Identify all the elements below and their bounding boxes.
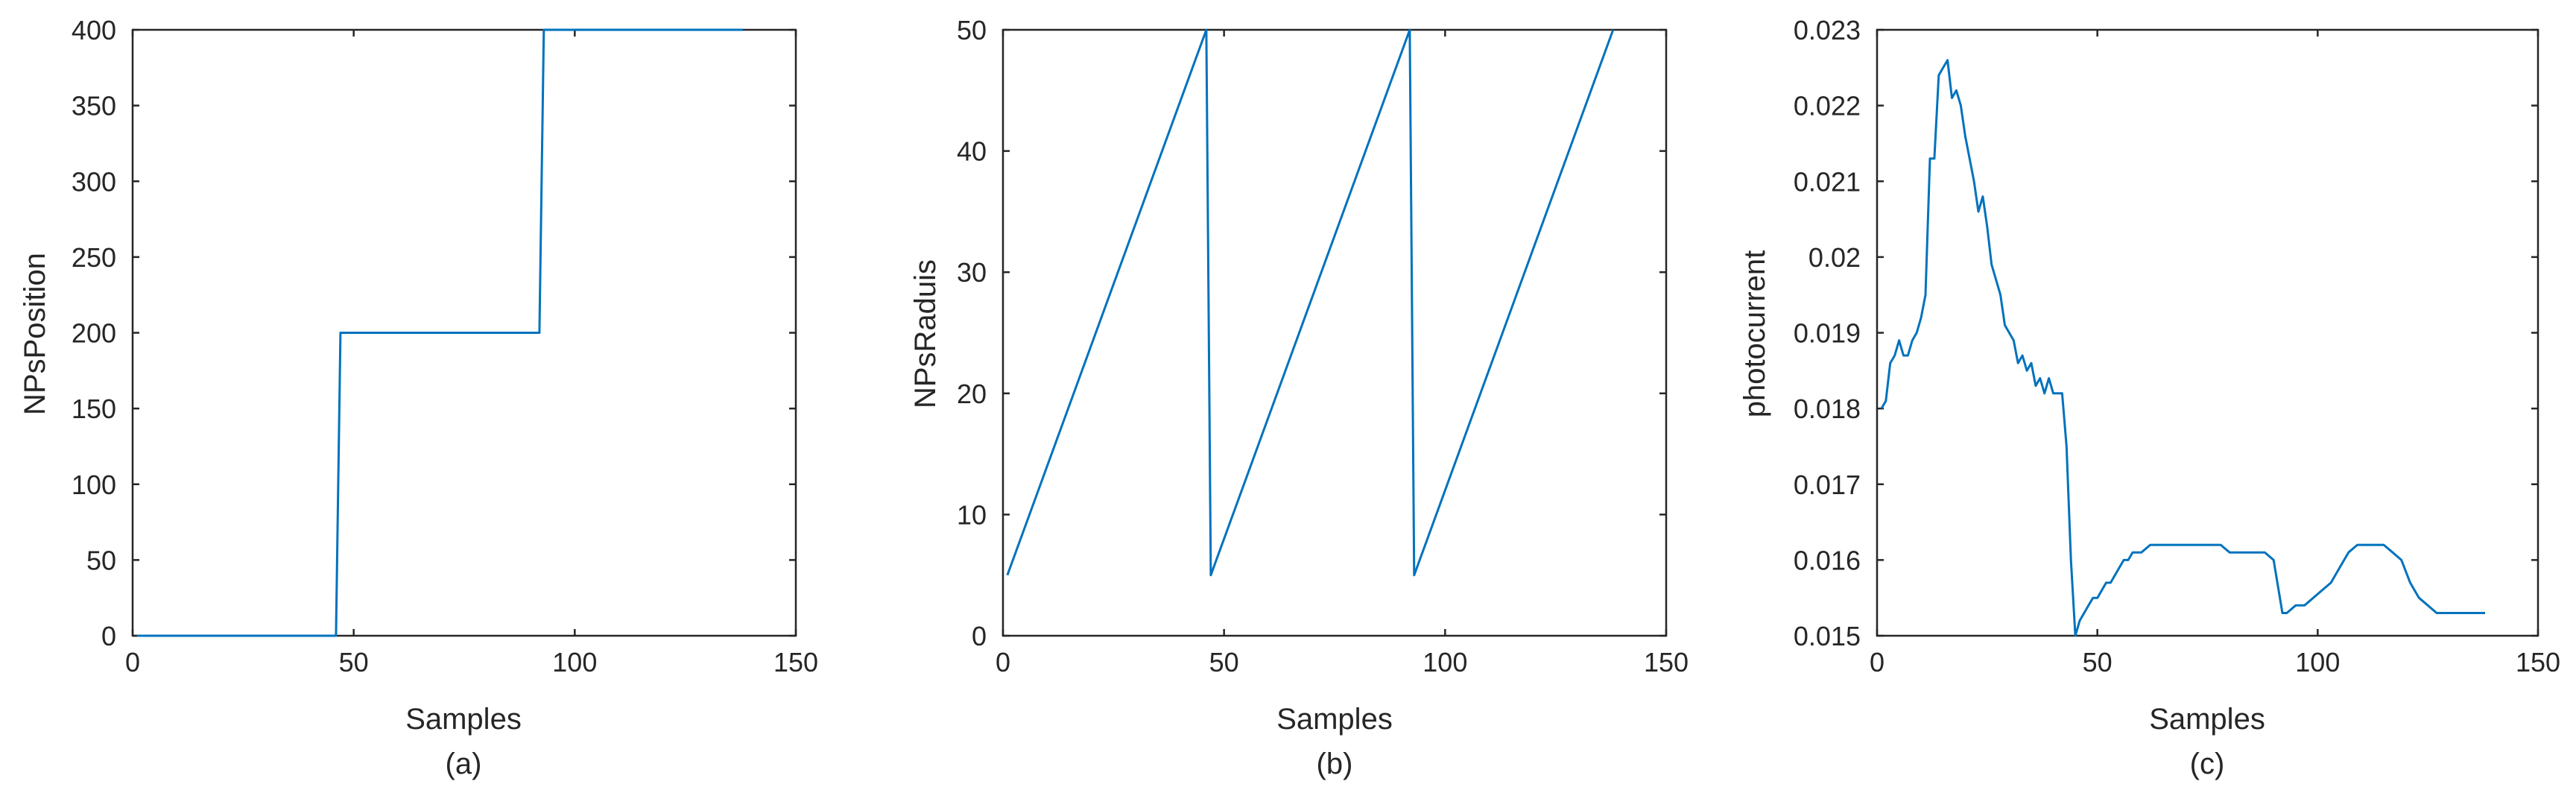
series-line bbox=[1880, 59, 2485, 637]
y-tick-label: 100 bbox=[72, 470, 116, 500]
x-tick-label: 150 bbox=[773, 647, 818, 677]
panel-b: NPsRaduis Samples (b) 0 50 100 150 0 10 20 30 40… bbox=[909, 15, 1689, 780]
y-tick-label: 150 bbox=[72, 394, 116, 424]
x-tick-label: 50 bbox=[2083, 647, 2113, 677]
x-tick-label: 0 bbox=[125, 647, 140, 677]
series-line bbox=[1006, 28, 1615, 577]
x-tick-label: 150 bbox=[2516, 647, 2560, 677]
y-tick-label: 400 bbox=[72, 15, 116, 45]
x-tick-label: 50 bbox=[339, 647, 369, 677]
x-axis-label: Samples bbox=[2149, 703, 2265, 736]
panel-c: photocurrent Samples (c) 0 50 100 150 0.015 0… bbox=[1738, 15, 2560, 780]
y-tick-label: 20 bbox=[957, 379, 987, 409]
x-axis-label: Samples bbox=[1276, 703, 1393, 736]
y-tick-label: 250 bbox=[72, 242, 116, 273]
y-tick-label: 50 bbox=[86, 545, 116, 575]
y-tick-label: 40 bbox=[957, 136, 987, 167]
panel-a: NPsPosition Samples (a) 0 50 100 150 0 50 100 1… bbox=[19, 15, 818, 780]
y-tick-label: 0.021 bbox=[1794, 166, 1861, 197]
y-tick-label: 50 bbox=[957, 15, 987, 45]
y-tick-label: 0 bbox=[101, 621, 116, 651]
y-tick-label: 0.016 bbox=[1794, 545, 1861, 575]
y-tick-label: 0.015 bbox=[1794, 621, 1861, 651]
panel-caption: (c) bbox=[2190, 748, 2225, 780]
y-axis-label: NPsPosition bbox=[19, 253, 51, 415]
x-axis-label: Samples bbox=[405, 703, 522, 736]
x-tick-label: 50 bbox=[1209, 647, 1239, 677]
y-tick-label: 300 bbox=[72, 166, 116, 197]
x-tick-label: 100 bbox=[2295, 647, 2340, 677]
panel-caption: (b) bbox=[1317, 748, 1353, 780]
axes-box bbox=[1001, 28, 1668, 637]
x-tick-label: 100 bbox=[552, 647, 597, 677]
y-tick-label: 0 bbox=[972, 621, 987, 651]
x-tick-label: 150 bbox=[1644, 647, 1689, 677]
x-tick-label: 0 bbox=[996, 647, 1010, 677]
y-tick-label: 30 bbox=[957, 257, 987, 288]
series-line bbox=[136, 28, 743, 637]
y-axis-label: NPsRaduis bbox=[909, 259, 942, 408]
panel-caption: (a) bbox=[446, 748, 482, 780]
y-tick-label: 0.019 bbox=[1794, 318, 1861, 349]
x-tick-label: 100 bbox=[1423, 647, 1467, 677]
x-tick-label: 0 bbox=[1870, 647, 1884, 677]
y-tick-label: 0.02 bbox=[1808, 242, 1861, 273]
y-axis-label: photocurrent bbox=[1738, 250, 1771, 418]
y-tick-label: 10 bbox=[957, 499, 987, 530]
y-tick-label: 0.022 bbox=[1794, 91, 1861, 121]
y-tick-label: 0.017 bbox=[1794, 470, 1861, 500]
y-tick-label: 200 bbox=[72, 318, 116, 349]
y-tick-label: 0.023 bbox=[1794, 15, 1861, 45]
y-tick-label: 350 bbox=[72, 91, 116, 121]
y-tick-label: 0.018 bbox=[1794, 394, 1861, 424]
